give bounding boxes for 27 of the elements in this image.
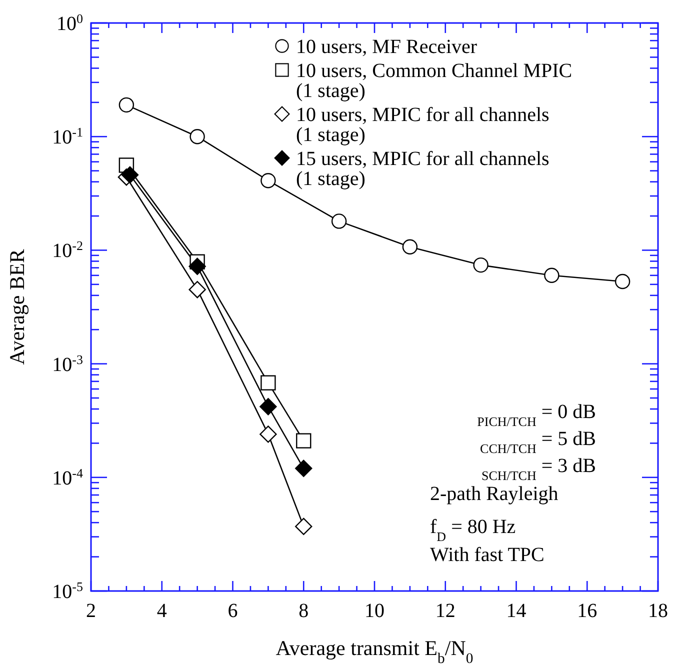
x-tick-label: 16: [577, 600, 598, 622]
legend-label: 10 users, MF Receiver: [296, 36, 478, 58]
legend-label: 10 users, MPIC for all channels (1 stage): [296, 104, 550, 146]
y-tick-label: 10$^{-5}$: [52, 578, 83, 603]
y-tick-label: 10$^{-2}$: [52, 238, 83, 262]
annotation: f$_{D}$ = 80 Hz: [430, 516, 516, 544]
x-tick-label: 8: [298, 600, 309, 622]
y-tick-label: 10$^{0}$: [56, 10, 83, 35]
x-tick-label: 6: [228, 600, 238, 622]
y-tick-label: 10$^{-4}$: [52, 464, 84, 490]
annotation: $_{SCH/TCH}$ = 3 dB: [481, 455, 596, 482]
x-tick-label: 14: [506, 600, 526, 622]
annotation: 2-path Rayleigh: [430, 483, 558, 505]
x-tick-label: 12: [435, 600, 456, 622]
x-axis-title: Average transmit E$_{b}$/N$_{0}$: [276, 636, 474, 667]
y-axis-title: Average BER: [5, 249, 29, 365]
x-tick-label: 4: [156, 600, 167, 622]
legend-label: 15 users, MPIC for all channels (1 stage): [296, 148, 550, 190]
annotation: With fast TPC: [430, 544, 544, 566]
legend-label: 10 users, Common Channel MPIC (1 stage): [296, 60, 572, 102]
x-tick-label: 10: [364, 600, 384, 622]
y-tick-label: 10$^{-3}$: [52, 351, 83, 376]
annotation: $_{CCH/TCH}$ = 5 dB: [480, 428, 596, 456]
x-tick-label: 18: [648, 600, 668, 622]
x-tick-label: 2: [86, 600, 96, 622]
annotation: $_{PICH/TCH}$ = 0 dB: [477, 401, 596, 428]
y-tick-label: 10$^{-1}$: [52, 124, 83, 149]
